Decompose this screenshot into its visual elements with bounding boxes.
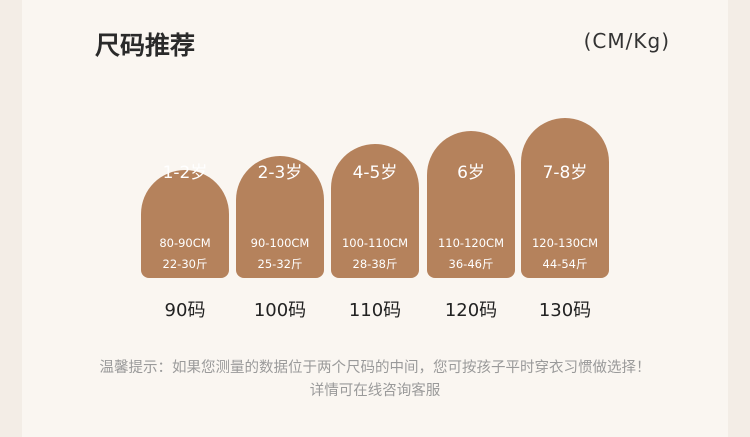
height-range: 120-130CM: [531, 236, 598, 250]
size-card: 6岁 110-120CM 36-46斤: [427, 131, 515, 278]
age: 4-5岁: [352, 163, 398, 183]
size-label: 90码: [164, 300, 206, 321]
height-range: 90-100CM: [250, 236, 310, 250]
size-label: 130码: [538, 300, 592, 321]
weight-range: 25-32斤: [257, 257, 303, 271]
weight-range: 36-46斤: [448, 257, 494, 271]
contact: 详情可在线咨询客服: [309, 383, 441, 399]
weight-range: 22-30斤: [162, 257, 208, 271]
age: 6岁: [457, 163, 485, 183]
title: 尺码推荐: [95, 31, 196, 60]
tip: 温馨提示：如果您测量的数据位于两个尺码的中间，您可按孩子平时穿衣习惯做选择！: [99, 360, 651, 376]
size-label: 120码: [444, 300, 498, 321]
weight-range: 44-54斤: [542, 257, 588, 271]
age: 7-8岁: [542, 163, 588, 183]
size-label: 110码: [348, 300, 402, 321]
unit: (CM/Kg): [583, 29, 670, 53]
weight-range: 28-38斤: [352, 257, 398, 271]
size-card: 4-5岁 100-110CM 28-38斤: [331, 144, 419, 278]
age: 2-3岁: [257, 163, 303, 183]
height-range: 110-120CM: [437, 236, 504, 250]
height-range: 100-110CM: [341, 236, 408, 250]
size-card: 2-3岁 90-100CM 25-32斤: [236, 156, 324, 278]
size-card: 7-8岁 120-130CM 44-54斤: [521, 118, 609, 278]
age: 1-2岁: [162, 163, 208, 183]
height-range: 80-90CM: [159, 236, 211, 250]
size-label: 100码: [253, 300, 307, 321]
size-card: 1-2岁 80-90CM 22-30斤: [141, 163, 229, 278]
